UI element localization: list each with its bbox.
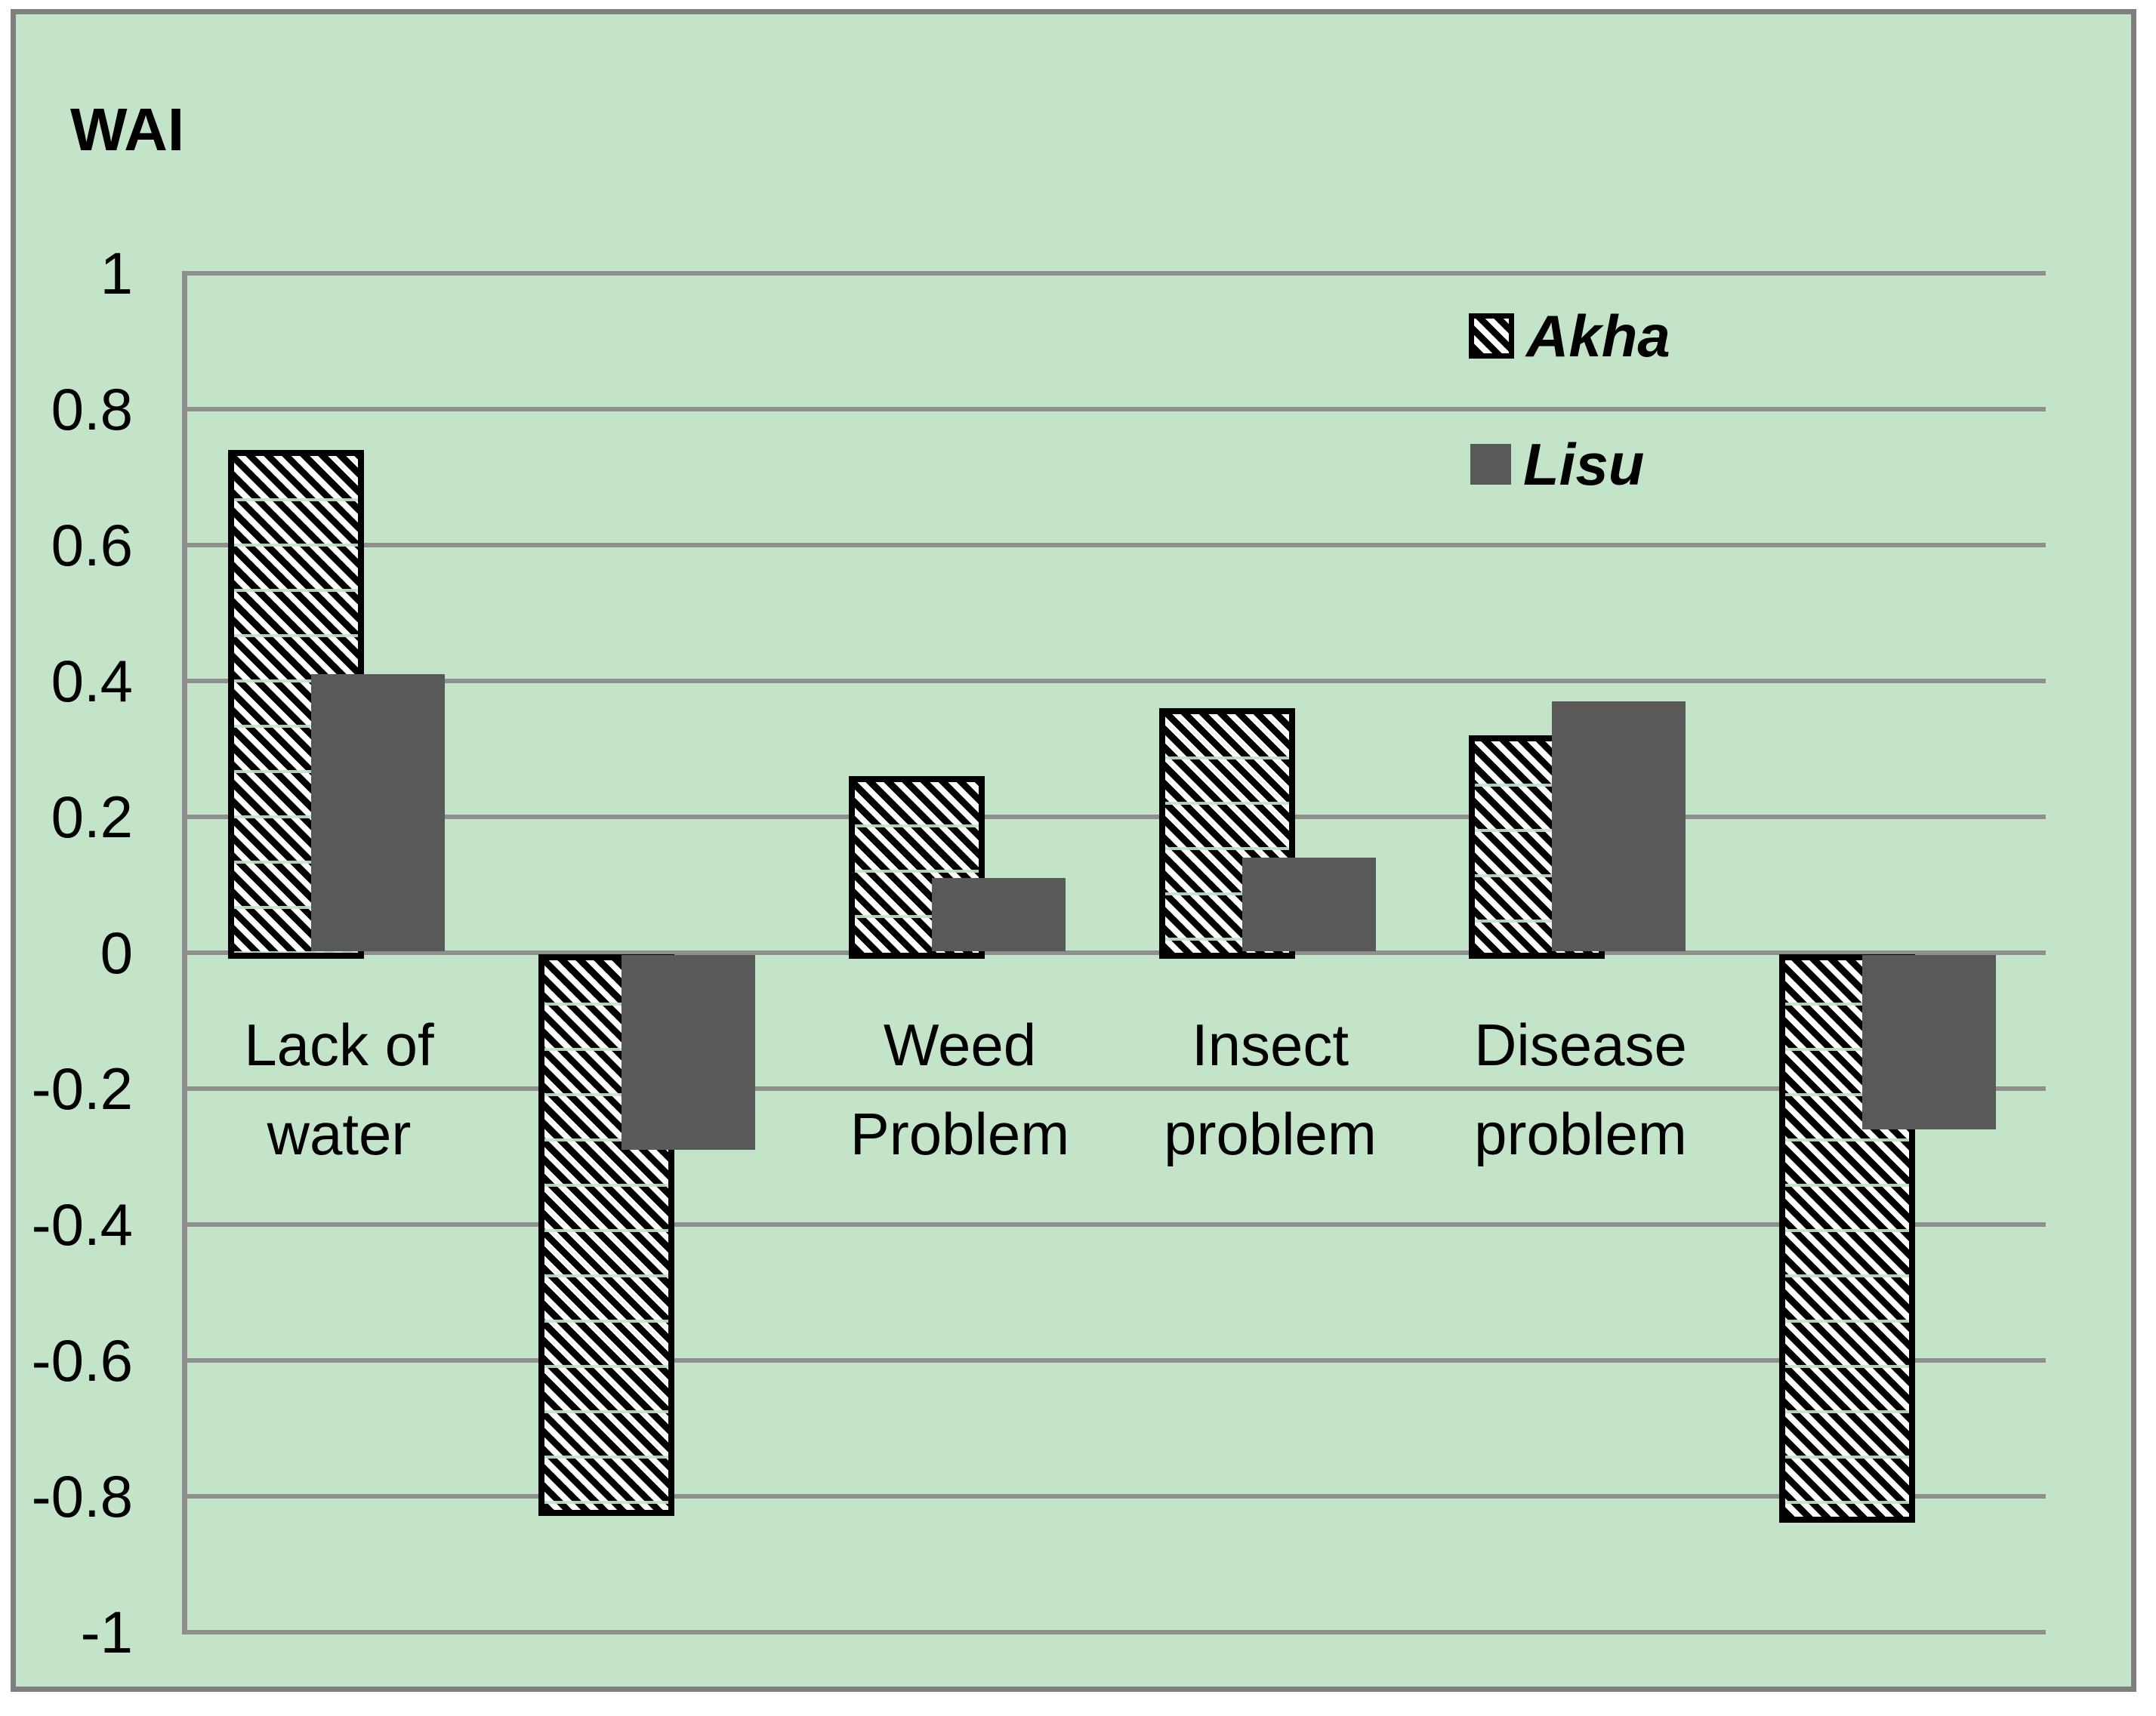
y-tick-label: 0.8	[51, 376, 133, 442]
gridline	[184, 407, 2046, 411]
solid-icon	[1470, 444, 1511, 485]
y-tick-label: 0.4	[51, 648, 133, 714]
gridline	[184, 815, 2046, 819]
category-label-line: water	[267, 1101, 412, 1167]
y-tick-label: 0.2	[51, 784, 133, 850]
y-tick-label: -0.4	[31, 1191, 133, 1258]
category-label-line: Insect	[1191, 1012, 1349, 1078]
bar-lisu-5	[1862, 955, 1996, 1129]
y-tick-label: -0.8	[31, 1463, 133, 1530]
category-label-line: Weed	[883, 1012, 1037, 1078]
gridline	[184, 679, 2046, 683]
gridline	[184, 1630, 2046, 1634]
category-label-line: Disease	[1474, 1012, 1687, 1078]
y-tick-label: 1	[100, 240, 133, 307]
chart-figure: WAI 1 0.8 0.6 0.4 0.2 0 -0.2 -0.4 -0.6 -0.8 -1 Lack…	[11, 9, 2136, 1692]
gridline	[184, 1358, 2046, 1363]
bar-lisu-1	[622, 955, 755, 1150]
category-label: Disease problem	[1422, 1000, 1739, 1178]
gridline	[184, 543, 2046, 547]
gridline	[184, 1086, 2046, 1091]
bar-lisu-0	[311, 674, 445, 951]
gridline	[184, 950, 2046, 955]
gridline	[184, 1494, 2046, 1499]
category-label-line: Problem	[850, 1101, 1070, 1167]
legend-label: Akha	[1526, 303, 1670, 369]
category-label: Weed Problem	[801, 1000, 1118, 1178]
y-tick-label: -0.2	[31, 1055, 133, 1122]
bar-lisu-2	[932, 878, 1066, 951]
y-axis-title: WAI	[70, 96, 185, 163]
category-label-line: problem	[1164, 1101, 1377, 1167]
gridline	[184, 1222, 2046, 1227]
y-tick-label: 0	[100, 920, 133, 986]
bar-akha-2	[849, 776, 985, 959]
hatch-icon	[1469, 313, 1514, 359]
legend-label: Lisu	[1523, 431, 1645, 498]
y-tick-label: -1	[80, 1599, 133, 1665]
category-label: Insect problem	[1112, 1000, 1429, 1178]
category-label: Lack of water	[180, 1000, 498, 1178]
legend-item-akha: Akha	[1469, 306, 1670, 366]
legend-item-lisu: Lisu	[1469, 434, 1644, 494]
gridline	[184, 271, 2046, 276]
category-label-line: Lack of	[244, 1012, 434, 1078]
bar-lisu-4	[1552, 701, 1686, 951]
y-tick-label: -0.6	[31, 1327, 133, 1394]
category-label-line: problem	[1474, 1101, 1687, 1167]
y-axis-line	[182, 271, 187, 1634]
bar-lisu-3	[1242, 858, 1376, 951]
y-tick-label: 0.6	[51, 512, 133, 578]
